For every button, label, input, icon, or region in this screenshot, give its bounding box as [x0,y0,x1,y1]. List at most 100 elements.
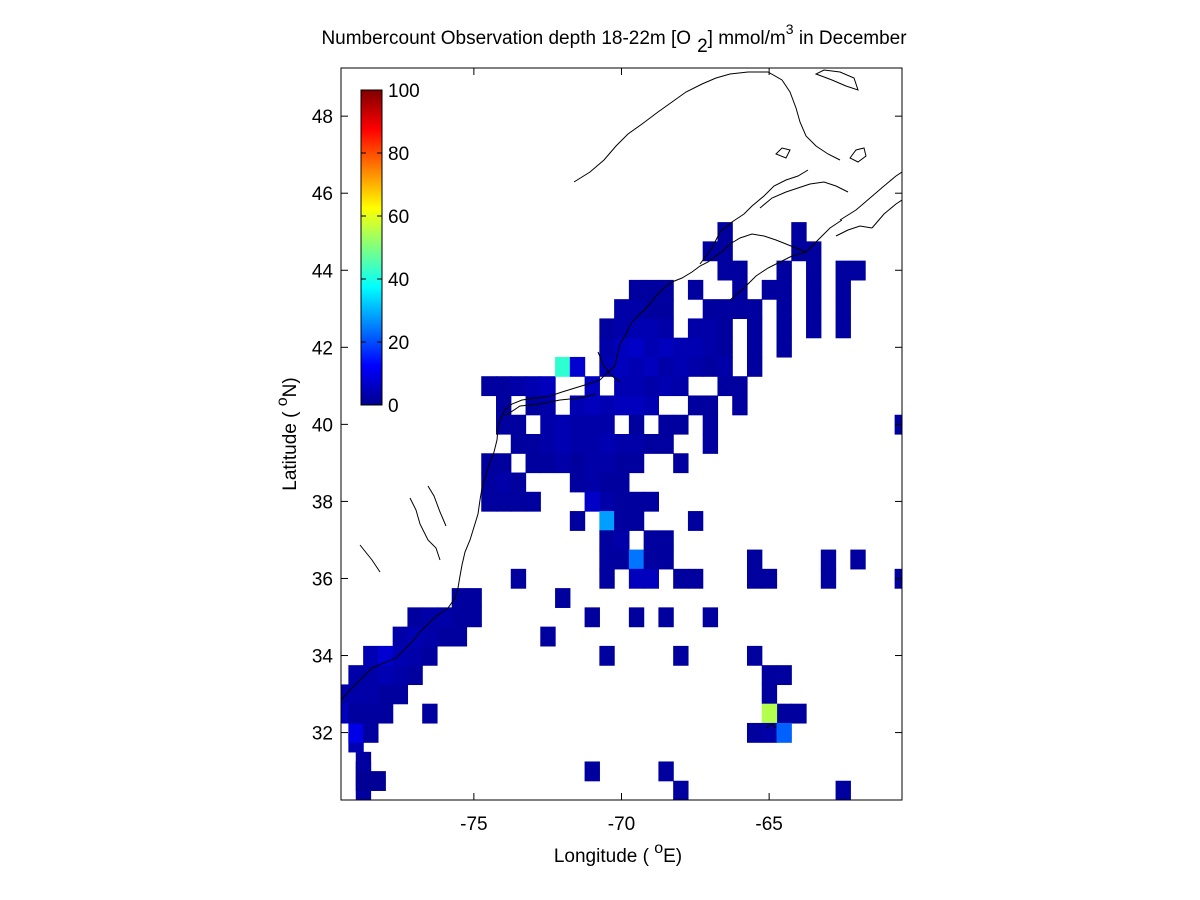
heatmap-cell [584,607,600,628]
x-tick-label: -75 [460,814,487,835]
heatmap-cell [614,395,630,416]
heatmap-cell [658,299,674,320]
heatmap-cell [687,318,704,339]
heatmap-cell [761,722,778,743]
heatmap-cell [540,626,556,647]
heatmap-cell [643,299,659,320]
heatmap-cell [540,414,556,435]
heatmap-cell [628,453,645,474]
heatmap-cell [643,356,659,377]
heatmap-cell [687,356,704,377]
heatmap-cell [348,684,364,705]
heatmap-cell [643,549,659,570]
heatmap-cell [348,665,364,686]
colorbar-tick-label: 0 [388,396,399,417]
heatmap-cell [835,299,851,320]
heatmap-cell [584,761,600,782]
heatmap-cell [614,530,630,551]
heatmap-cell [658,376,674,397]
heatmap-cell [732,376,748,397]
heatmap-cell [776,722,792,743]
heatmap-cell [702,318,719,339]
heatmap-cell [510,434,527,454]
heatmap-cell [614,376,630,397]
heatmap-cell [702,607,719,628]
heatmap-cell [555,356,571,377]
colorbar-ticks: 0 20 40 60 80 100 [361,81,420,417]
colorbar-tick-label: 40 [388,270,409,291]
heatmap-cell [584,453,600,474]
heatmap-cell [436,607,453,628]
heatmap-cell [702,337,719,358]
heatmap-cell [761,665,778,686]
heatmap-cell [540,395,556,416]
title-subscript: 2 [697,36,708,57]
heatmap-cell [363,684,379,705]
heatmap-cell [628,337,645,358]
y-tick-label: 38 [312,492,333,513]
x-tick-label: -70 [608,814,635,835]
heatmap-cell [599,549,615,570]
heatmap-cell [732,260,748,281]
heatmap-cell [599,530,615,551]
heatmap-cell [746,722,763,743]
heatmap-cell [540,434,556,454]
heatmap-cell [628,279,645,300]
heatmap-cell [569,472,586,493]
heatmap-cell [806,241,822,262]
y-tick-label: 48 [312,107,333,128]
heatmap-cell [392,665,409,686]
heatmap-cell [746,645,763,666]
heatmap-cell [643,568,659,589]
heatmap-cell [584,491,600,512]
y-tick-label: 32 [312,724,333,745]
heatmap-cell [599,434,615,454]
heatmap-cell [746,568,763,589]
heatmap-cell [658,549,674,570]
heatmap-cell [569,395,586,416]
heatmap-cell [835,260,851,281]
heatmap-cell [658,530,674,551]
heatmap-cell [835,318,851,339]
heatmap-cell [569,434,586,454]
colorbar-tick-label: 60 [388,207,409,228]
heatmap-cell [628,434,645,454]
heatmap-cell [746,549,763,570]
heatmap-cell [555,434,571,454]
heatmap-cell [673,337,689,358]
heatmap-cell [569,511,586,531]
heatmap-cell [628,491,645,512]
heatmap-cell [806,318,822,339]
heatmap-cell [732,299,748,320]
title-superscript: 3 [786,21,794,37]
heatmap-cell [673,780,689,800]
heatmap-cell [628,376,645,397]
heatmap-cell [540,453,556,474]
y-tick-label: 42 [312,338,333,359]
heatmap-cell [555,453,571,474]
heatmap-cell [370,771,386,791]
heatmap-cell [377,684,394,705]
heatmap-cell [392,684,409,705]
heatmap-cell [776,665,792,686]
heatmap-cell [510,376,527,397]
heatmap-cell [806,299,822,320]
heatmap-cell [422,645,438,666]
heatmap-cell [687,337,704,358]
heatmap-cell [806,279,822,300]
heatmap-cell [835,780,851,800]
heatmap-cell [850,260,866,281]
heatmap-cell [658,356,674,377]
heatmap-cell [555,414,571,435]
heatmap-cell [687,395,704,416]
heatmap-cell [761,684,778,705]
y-tick-label: 40 [312,415,333,436]
heatmap-cell [643,376,659,397]
heatmap-cell [614,511,630,531]
heatmap-cell [702,299,719,320]
heatmap-cell [791,241,807,262]
heatmap-cell [510,491,527,512]
heatmap-cell [599,568,615,589]
heatmap-cell [348,722,364,743]
